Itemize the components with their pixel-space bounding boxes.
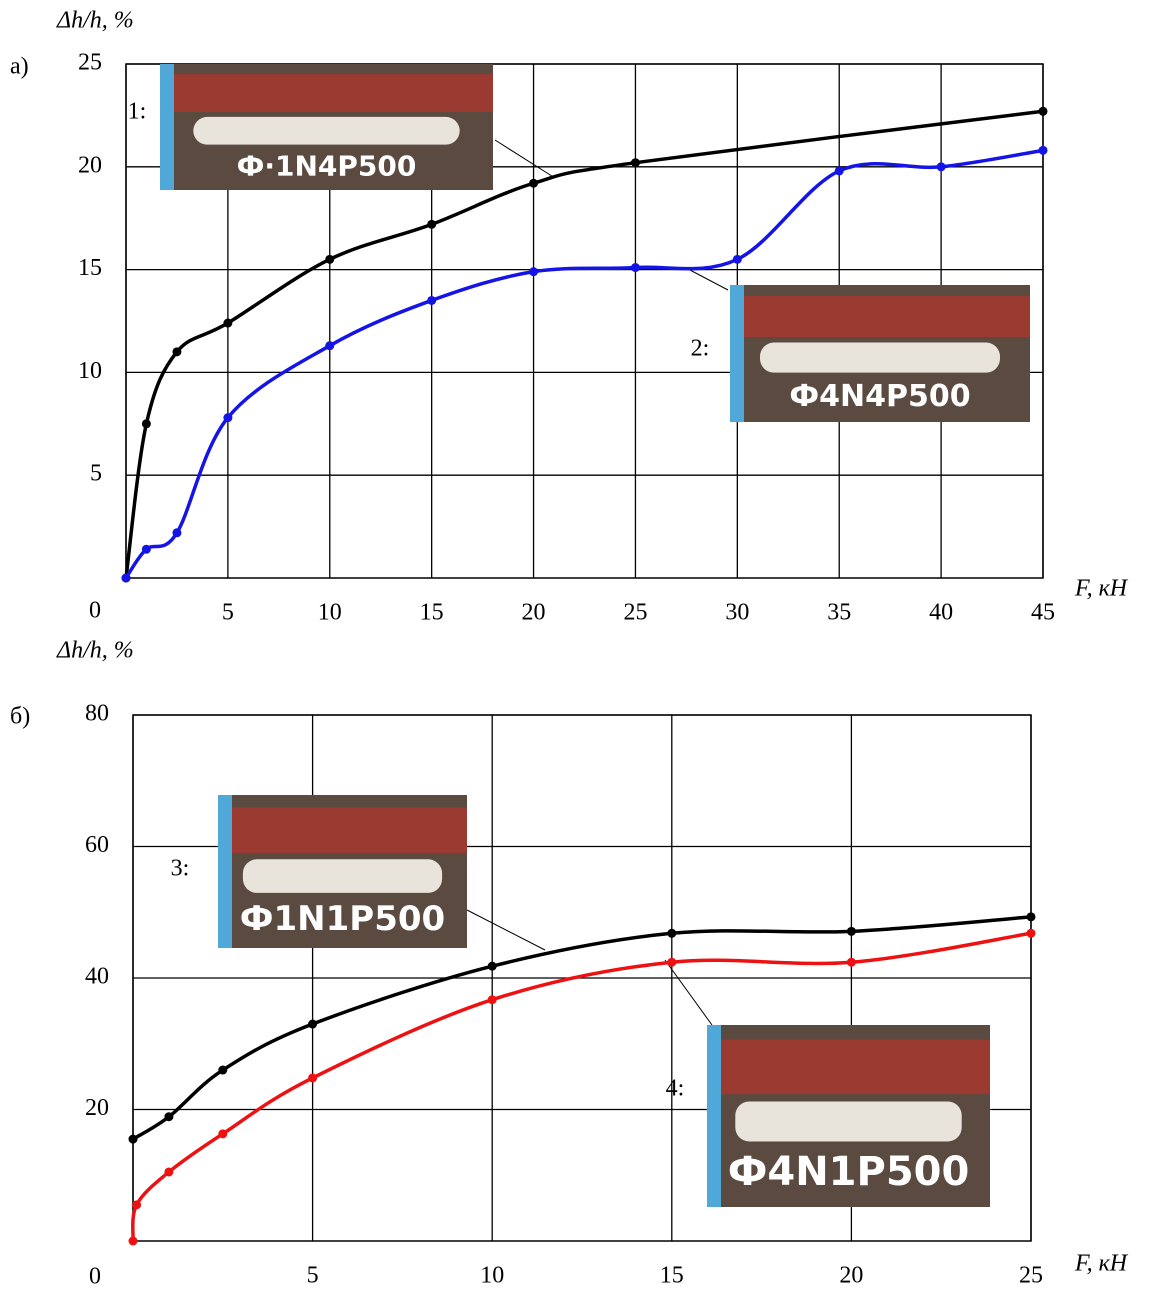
x-tick-label: 5 (222, 600, 234, 626)
x-tick-label: 10 (480, 1263, 504, 1289)
x-tick-label: 35 (827, 600, 851, 626)
x-axis-label: F, кН (1074, 576, 1129, 602)
photo-caption: Ф1N1P500 (240, 899, 445, 939)
data-point (164, 1167, 174, 1177)
photo-sample (242, 859, 443, 893)
inset-label: 1: (128, 99, 147, 125)
series-line (124, 148, 1044, 580)
inset-label: 4: (666, 1076, 685, 1102)
data-point (172, 528, 182, 538)
x-tick-label: 15 (660, 1263, 684, 1289)
leader-line (494, 139, 556, 179)
data-point (487, 995, 497, 1005)
photo-side (218, 795, 232, 948)
data-point (128, 1134, 138, 1144)
data-point (427, 219, 437, 229)
data-point (936, 162, 946, 172)
x-tick-label: 0 (89, 1264, 101, 1290)
data-point (308, 1019, 318, 1029)
x-tick-label: 30 (725, 600, 749, 626)
x-tick-label: 25 (1019, 1263, 1043, 1289)
x-tick-label: 15 (420, 600, 444, 626)
data-point (834, 166, 844, 176)
y-tick-label: 15 (78, 255, 102, 281)
data-point (223, 413, 233, 423)
photo-side (160, 64, 174, 190)
data-point (529, 267, 539, 277)
data-point (630, 263, 640, 273)
data-point (325, 254, 335, 264)
x-tick-label: 40 (929, 600, 953, 626)
y-tick-label: 80 (85, 701, 109, 727)
x-tick-label: 45 (1031, 600, 1055, 626)
x-tick-label: 20 (522, 600, 546, 626)
y-tick-label: 40 (85, 964, 109, 990)
x-tick-label: 10 (318, 600, 342, 626)
data-point (164, 1112, 174, 1122)
series-line (131, 931, 1032, 1242)
x-axis-label: F, кН (1074, 1251, 1129, 1277)
panel-label: б) (10, 704, 30, 730)
data-point (667, 957, 677, 967)
x-tick-label: 5 (307, 1263, 319, 1289)
inset-label: 2: (691, 336, 710, 362)
photo-side (730, 285, 744, 422)
photo-sample (760, 342, 1000, 373)
photo-caption: Ф4N1P500 (728, 1149, 970, 1195)
y-tick-label: 60 (85, 832, 109, 858)
data-point (1026, 928, 1036, 938)
y-tick-label: 25 (78, 50, 102, 76)
photo-side (707, 1025, 721, 1207)
data-point (1038, 106, 1048, 116)
data-point (846, 957, 856, 967)
data-point (132, 1200, 142, 1210)
leader-line (664, 959, 713, 1026)
data-point (846, 926, 856, 936)
y-tick-label: 20 (78, 152, 102, 178)
data-point (218, 1065, 228, 1075)
data-point (128, 1236, 138, 1246)
photo-sample (735, 1101, 962, 1142)
x-tick-label: 0 (89, 598, 101, 624)
plot-frame (125, 63, 1044, 579)
photo-plate (232, 807, 467, 854)
data-point (487, 961, 497, 971)
inset-label: 3: (171, 856, 190, 882)
data-point (325, 341, 335, 351)
data-point (172, 347, 182, 357)
series-line (124, 109, 1044, 579)
photo-plate (744, 295, 1030, 338)
panel-label: а) (10, 54, 29, 80)
plot-frame (132, 714, 1032, 1242)
y-axis-label: Δh/h, % (56, 8, 134, 34)
y-tick-label: 10 (78, 358, 102, 384)
y-tick-label: 20 (85, 1095, 109, 1121)
y-axis-label: Δh/h, % (56, 638, 134, 664)
x-tick-label: 25 (623, 600, 647, 626)
data-point (1026, 912, 1036, 922)
data-point (218, 1129, 228, 1139)
x-tick-label: 20 (839, 1263, 863, 1289)
photo-caption: Ф·1N4P500 (237, 149, 417, 182)
data-point (732, 254, 742, 264)
data-point (427, 295, 437, 305)
data-point (121, 573, 131, 583)
data-point (223, 318, 233, 328)
photo-plate (721, 1039, 990, 1095)
data-point (141, 419, 151, 429)
data-point (308, 1073, 318, 1083)
data-point (630, 158, 640, 168)
leader-line (466, 909, 546, 951)
photo-caption: Ф4N4P500 (789, 379, 970, 414)
data-point (141, 544, 151, 554)
y-tick-label: 5 (90, 461, 102, 487)
data-point (1038, 145, 1048, 155)
photo-plate (174, 74, 493, 112)
leader-line (689, 269, 729, 291)
photo-sample (193, 116, 460, 145)
data-point (667, 928, 677, 938)
data-point (529, 178, 539, 188)
